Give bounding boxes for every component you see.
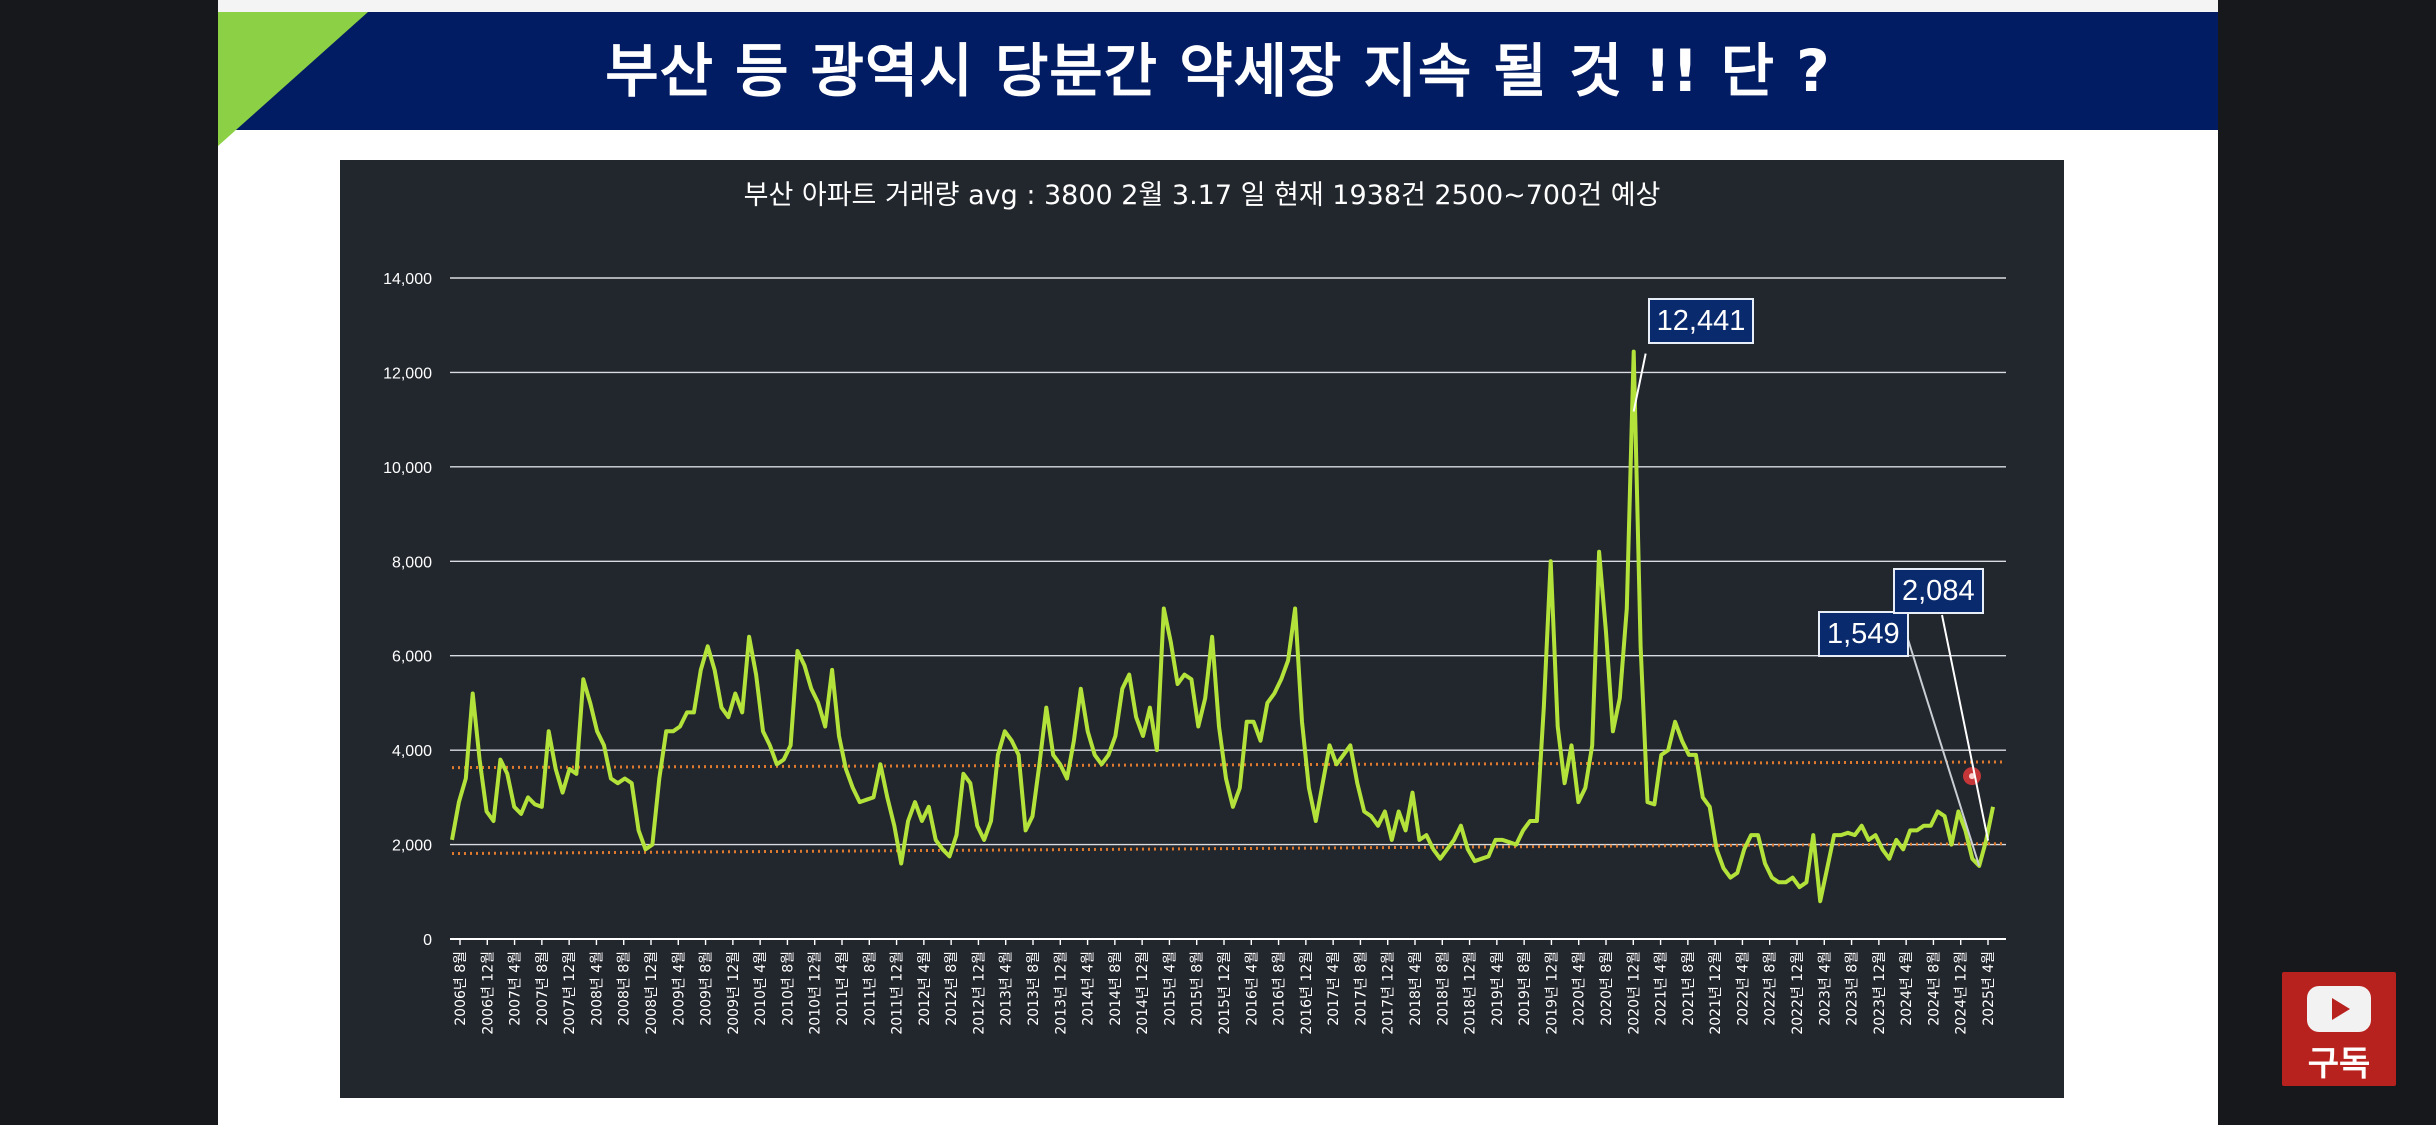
play-icon xyxy=(2307,986,2371,1032)
x-tick-label: 2020년 8월 xyxy=(1599,951,1615,1026)
x-tick-label: 2013년 12월 xyxy=(1053,951,1069,1035)
peak-callout: 12,441 xyxy=(1647,297,1755,344)
x-tick-label: 2012년 8월 xyxy=(944,951,960,1026)
x-tick-label: 2024년 12월 xyxy=(1954,951,1970,1035)
right-letterbox xyxy=(2218,0,2436,1125)
x-tick-label: 2008년 4월 xyxy=(589,951,605,1026)
peak-leader xyxy=(1632,353,1647,412)
x-tick-label: 2019년 8월 xyxy=(1517,951,1533,1026)
x-tick-label: 2013년 4월 xyxy=(999,951,1015,1026)
left-letterbox xyxy=(0,0,218,1125)
x-tick-label: 2023년 8월 xyxy=(1845,951,1861,1026)
y-tick-label: 12,000 xyxy=(383,365,432,382)
x-tick-label: 2018년 12월 xyxy=(1463,951,1479,1035)
x-tick-label: 2014년 12월 xyxy=(1135,951,1151,1035)
title-banner xyxy=(218,12,2218,130)
reference-line xyxy=(451,760,2007,770)
x-tick-label: 2023년 12월 xyxy=(1872,951,1888,1035)
y-tick-label: 8,000 xyxy=(392,554,432,571)
x-tick-label: 2008년 8월 xyxy=(617,951,633,1026)
x-tick-label: 2006년 8월 xyxy=(453,951,469,1026)
x-tick-label: 2009년 12월 xyxy=(726,951,742,1035)
reference-line xyxy=(451,842,2007,856)
x-tick-label: 2021년 12월 xyxy=(1708,951,1724,1035)
banner-green-accent xyxy=(218,12,368,146)
x-tick-label: 2011년 4월 xyxy=(835,951,851,1026)
line-chart: 부산 아파트 거래량 avg : 3800 2월 3.17 일 현재 1938건… xyxy=(383,180,2007,1035)
subscribe-label: 구독 xyxy=(2307,1044,2371,1084)
series-line xyxy=(450,349,1995,904)
subscribe-button[interactable]: 구독 xyxy=(2282,972,2396,1086)
low-callout: 1,549 xyxy=(1818,611,1909,657)
latest-callout: 2,084 xyxy=(1893,568,1984,614)
x-tick-label: 2010년 12월 xyxy=(808,951,824,1035)
x-tick-label: 2011년 12월 xyxy=(890,951,906,1035)
x-tick-label: 2015년 8월 xyxy=(1190,951,1206,1026)
x-tick-label: 2017년 12월 xyxy=(1381,951,1397,1035)
x-tick-label: 2007년 8월 xyxy=(535,951,551,1026)
x-tick-label: 2017년 8월 xyxy=(1353,951,1369,1026)
x-tick-label: 2022년 12월 xyxy=(1790,951,1806,1035)
low-leader xyxy=(1905,632,1981,867)
x-tick-label: 2022년 4월 xyxy=(1735,951,1751,1026)
x-tick-label: 2019년 12월 xyxy=(1544,951,1560,1035)
x-tick-label: 2021년 8월 xyxy=(1681,951,1697,1026)
x-tick-label: 2015년 12월 xyxy=(1217,951,1233,1035)
x-tick-label: 2025년 4월 xyxy=(1981,951,1997,1026)
x-tick-label: 2020년 12월 xyxy=(1626,951,1642,1035)
latest-leader xyxy=(1941,614,1990,841)
x-tick-label: 2011년 8월 xyxy=(862,951,878,1026)
x-tick-label: 2012년 12월 xyxy=(971,951,987,1035)
x-tick-label: 2019년 4월 xyxy=(1490,951,1506,1026)
x-tick-label: 2012년 4월 xyxy=(917,951,933,1026)
slide-top-strip xyxy=(218,0,2218,12)
slide-title: 부산 등 광역시 당분간 약세장 지속 될 것 !! 단 ? xyxy=(605,37,1831,105)
x-tick-label: 2023년 4월 xyxy=(1817,951,1833,1026)
x-tick-label: 2016년 8월 xyxy=(1272,951,1288,1026)
x-tick-label: 2024년 8월 xyxy=(1926,951,1942,1026)
pointer-marker-core xyxy=(1969,773,1975,780)
y-tick-label: 4,000 xyxy=(392,743,432,760)
x-tick-label: 2018년 8월 xyxy=(1435,951,1451,1026)
x-tick-label: 2018년 4월 xyxy=(1408,951,1424,1026)
y-tick-label: 6,000 xyxy=(392,649,432,666)
x-tick-label: 2009년 4월 xyxy=(671,951,687,1026)
x-tick-label: 2010년 4월 xyxy=(753,951,769,1026)
x-tick-label: 2016년 12월 xyxy=(1299,951,1315,1035)
x-tick-label: 2013년 8월 xyxy=(1026,951,1042,1026)
x-tick-label: 2022년 8월 xyxy=(1763,951,1779,1026)
slide: 부산 등 광역시 당분간 약세장 지속 될 것 !! 단 ? 부산 아파트 거래… xyxy=(218,0,2218,1125)
x-tick-label: 2024년 4월 xyxy=(1899,951,1915,1026)
x-tick-label: 2009년 8월 xyxy=(699,951,715,1026)
x-tick-label: 2016년 4월 xyxy=(1244,951,1260,1026)
x-tick-label: 2020년 4월 xyxy=(1572,951,1588,1026)
y-tick-label: 0 xyxy=(423,932,432,949)
x-tick-label: 2015년 4월 xyxy=(1162,951,1178,1026)
x-tick-label: 2017년 4월 xyxy=(1326,951,1342,1026)
x-tick-label: 2007년 4월 xyxy=(508,951,524,1026)
x-tick-label: 2014년 4월 xyxy=(1081,951,1097,1026)
x-tick-label: 2007년 12월 xyxy=(562,951,578,1035)
chart-title: 부산 아파트 거래량 avg : 3800 2월 3.17 일 현재 1938건… xyxy=(744,180,1661,211)
y-tick-label: 2,000 xyxy=(392,838,432,855)
y-tick-label: 10,000 xyxy=(383,460,432,477)
y-tick-label: 14,000 xyxy=(383,271,432,288)
x-tick-label: 2010년 8월 xyxy=(780,951,796,1026)
x-tick-label: 2008년 12월 xyxy=(644,951,660,1035)
x-tick-label: 2006년 12월 xyxy=(480,951,496,1035)
chart-panel: 부산 아파트 거래량 avg : 3800 2월 3.17 일 현재 1938건… xyxy=(340,160,2064,1098)
x-tick-label: 2014년 8월 xyxy=(1108,951,1124,1026)
x-tick-label: 2021년 4월 xyxy=(1654,951,1670,1026)
